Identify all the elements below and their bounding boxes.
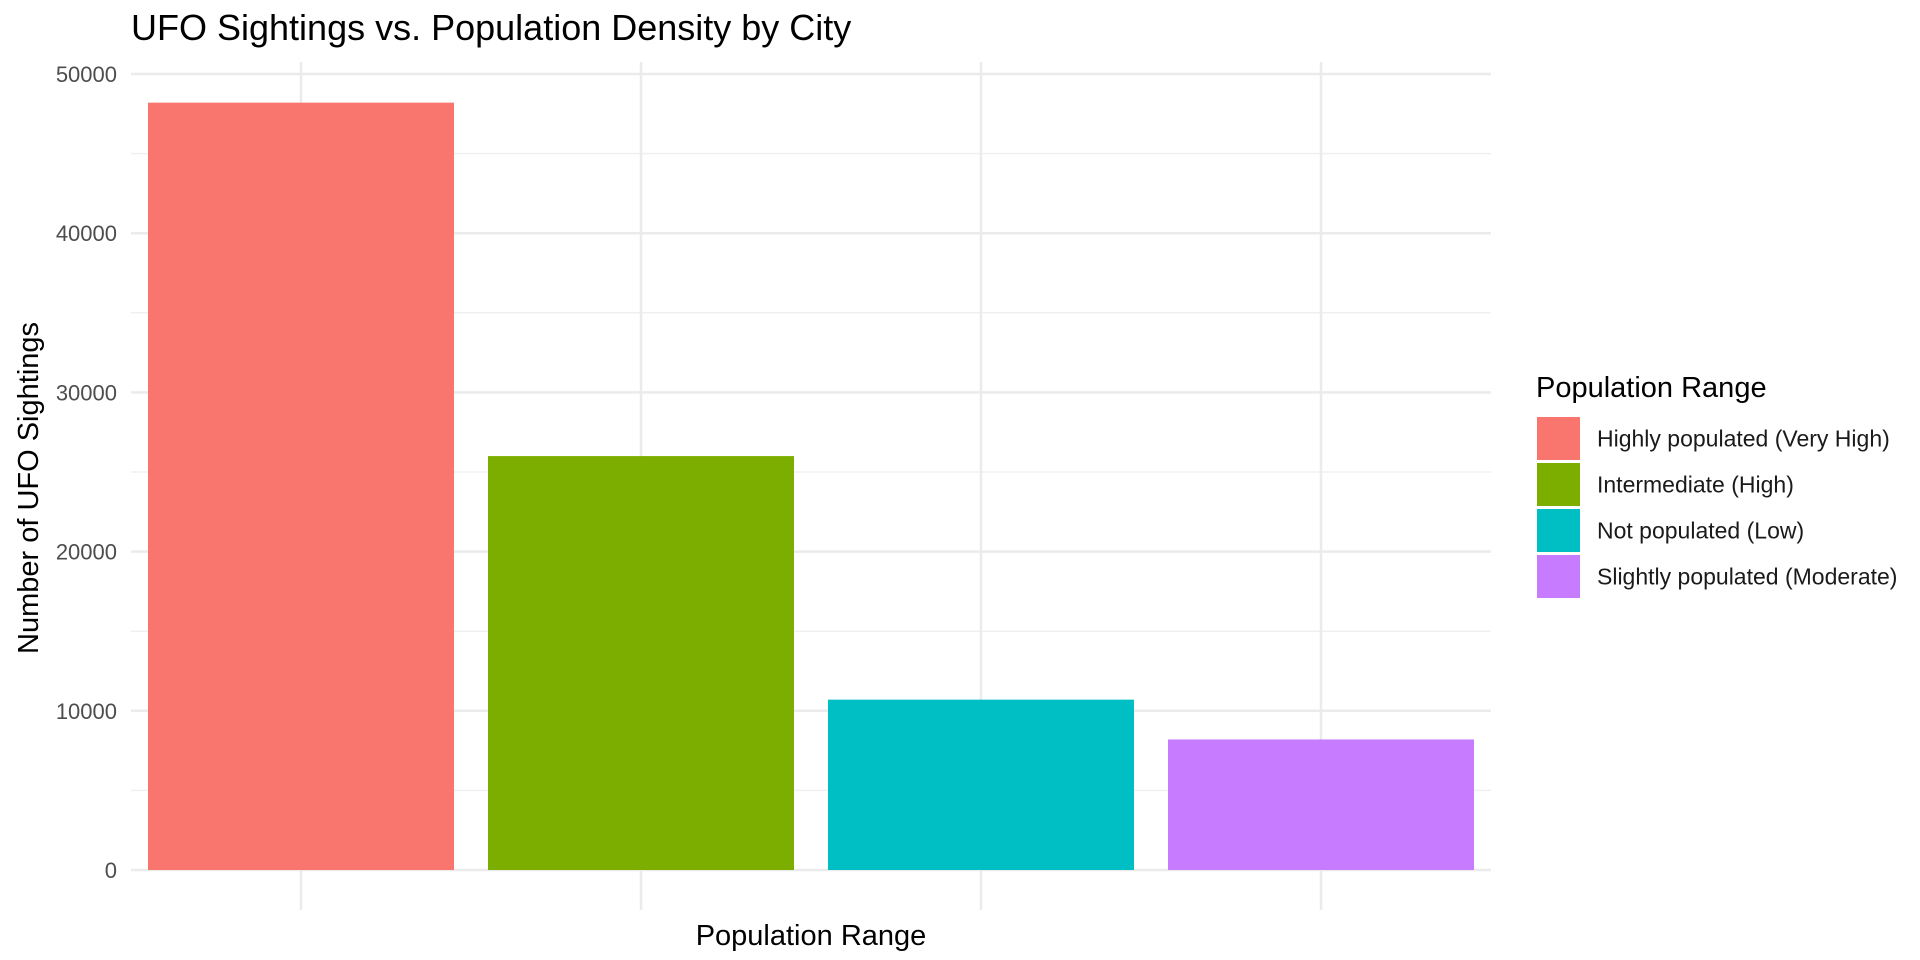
legend-label: Slightly populated (Moderate) [1597, 564, 1897, 590]
y-axis-title: Number of UFO Sightings [13, 322, 45, 654]
legend-items: Highly populated (Very High) Intermediate… [1537, 417, 1897, 598]
bar [148, 102, 454, 870]
legend: Population Range Highly populated (Very … [1536, 372, 1897, 598]
bar [488, 456, 794, 870]
y-tick-label: 20000 [56, 540, 117, 565]
y-tick-label: 50000 [56, 62, 117, 87]
x-axis-title: Population Range [696, 920, 927, 952]
legend-swatch [1537, 555, 1580, 598]
legend-label: Not populated (Low) [1597, 518, 1804, 544]
legend-label: Highly populated (Very High) [1597, 426, 1890, 452]
chart-title: UFO Sightings vs. Population Density by … [131, 7, 851, 48]
legend-swatch [1537, 509, 1580, 552]
bar [828, 699, 1134, 870]
legend-label: Intermediate (High) [1597, 472, 1794, 498]
y-tick-label: 0 [105, 858, 117, 883]
bars [148, 102, 1474, 870]
y-axis-ticks: 0 10000 20000 30000 40000 50000 [56, 62, 117, 883]
legend-swatch [1537, 463, 1580, 506]
bar [1168, 739, 1474, 870]
y-tick-label: 10000 [56, 699, 117, 724]
legend-swatch [1537, 417, 1580, 460]
legend-title: Population Range [1536, 372, 1767, 404]
y-tick-label: 30000 [56, 380, 117, 405]
y-tick-label: 40000 [56, 221, 117, 246]
